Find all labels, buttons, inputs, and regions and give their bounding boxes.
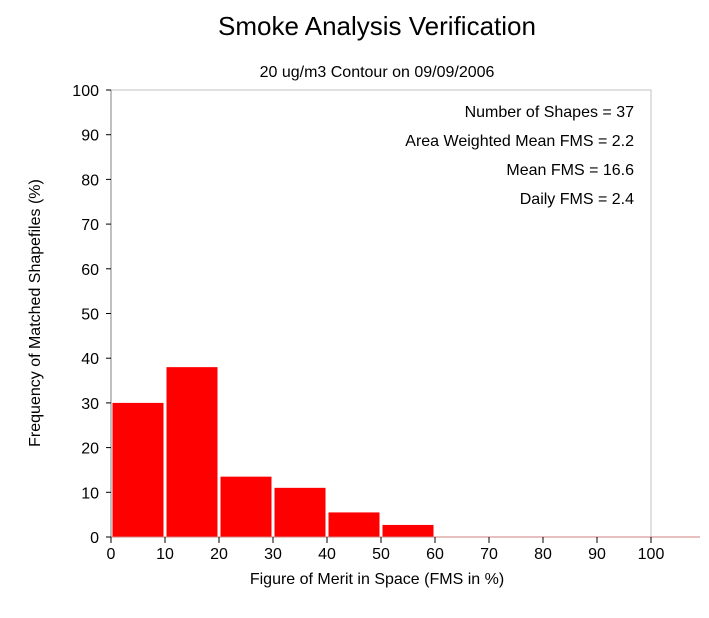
x-tick-label: 60 — [426, 546, 444, 563]
bar-10-20 — [166, 367, 218, 537]
x-axis-label: Figure of Merit in Space (FMS in %) — [250, 571, 504, 588]
x-tick-label: 80 — [534, 546, 552, 563]
y-ticks-group: 0 10 20 30 40 50 60 70 80 90 100 — [72, 83, 111, 547]
x-tick-label: 0 — [107, 546, 116, 563]
y-tick-label: 30 — [81, 396, 99, 413]
bar-0-10 — [112, 402, 164, 537]
x-tick-label: 70 — [480, 546, 498, 563]
stat-annotation: Mean FMS = 16.6 — [506, 162, 634, 179]
y-tick-label: 0 — [90, 530, 99, 547]
y-tick-label: 10 — [81, 485, 99, 502]
x-tick-label: 10 — [156, 546, 174, 563]
y-tick-label: 50 — [81, 307, 99, 324]
annotations-group: Number of Shapes = 37 Area Weighted Mean … — [405, 104, 634, 208]
y-tick-label: 20 — [81, 441, 99, 458]
y-tick-label: 100 — [72, 83, 99, 100]
x-tick-label: 50 — [372, 546, 390, 563]
x-ticks-group: 0 10 20 30 40 50 60 70 80 90 100 — [107, 537, 665, 563]
y-tick-label: 80 — [81, 172, 99, 189]
y-tick-label: 60 — [81, 262, 99, 279]
stat-annotation: Daily FMS = 2.4 — [520, 191, 634, 208]
x-tick-label: 90 — [588, 546, 606, 563]
stat-annotation: Number of Shapes = 37 — [465, 104, 635, 121]
y-tick-label: 40 — [81, 351, 99, 368]
x-tick-label: 100 — [638, 546, 665, 563]
chart-subtitle: 20 ug/m3 Contour on 09/09/2006 — [260, 64, 495, 81]
bar-50-60 — [382, 524, 434, 537]
bar-30-40 — [274, 487, 326, 537]
y-tick-label: 90 — [81, 128, 99, 145]
stat-annotation: Area Weighted Mean FMS = 2.2 — [405, 133, 634, 150]
y-tick-label: 70 — [81, 217, 99, 234]
x-tick-label: 20 — [210, 546, 228, 563]
chart-title: Smoke Analysis Verification — [218, 11, 536, 41]
x-tick-label: 30 — [264, 546, 282, 563]
bars-group — [112, 367, 434, 537]
bar-40-50 — [328, 512, 380, 537]
bar-20-30 — [220, 476, 272, 537]
x-tick-label: 40 — [318, 546, 336, 563]
y-axis-label: Frequency of Matched Shapefiles (%) — [27, 179, 44, 447]
